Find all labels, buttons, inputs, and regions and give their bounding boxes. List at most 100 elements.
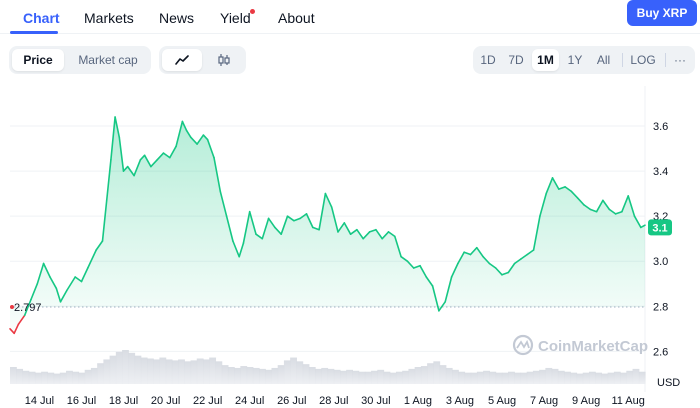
price-line-segment: [431, 285, 440, 312]
volume-bar: [196, 358, 204, 384]
x-tick-label: 1 Aug: [404, 395, 432, 407]
price-line-segment: [156, 152, 165, 161]
price-line-segment: [595, 199, 604, 213]
price-line-segment: [494, 267, 503, 276]
range-1d-button[interactable]: 1D: [480, 53, 496, 67]
volume-bar: [352, 370, 360, 384]
price-line-segment: [614, 210, 623, 215]
volume-bar: [59, 372, 67, 384]
price-line-segment: [13, 323, 20, 335]
price-line-segment: [425, 276, 434, 287]
price-line-segment: [576, 197, 585, 206]
volume-bar: [283, 360, 291, 384]
price-line-segment: [621, 195, 630, 213]
tab-about[interactable]: About: [278, 10, 315, 26]
price-line-segment: [23, 298, 32, 317]
volume-bar: [638, 371, 646, 384]
range-1y-button[interactable]: 1Y: [567, 53, 583, 67]
price-line-segment: [520, 253, 529, 260]
current-price-label: 3.1: [652, 222, 667, 234]
market-cap-toggle-button[interactable]: Market cap: [78, 53, 138, 67]
volume-bar: [346, 369, 354, 384]
volume-bar: [526, 371, 534, 384]
price-line-segment: [305, 213, 314, 229]
range-1m-button[interactable]: 1M: [532, 49, 559, 71]
volume-bar: [514, 372, 522, 384]
price-line-segment: [150, 159, 158, 168]
volume-bar: [327, 368, 335, 384]
coinmarketcap-logo-mark: [516, 339, 530, 349]
y-tick-label: 3.6: [653, 121, 668, 133]
price-line-segment: [507, 262, 516, 274]
range-all-button[interactable]: All: [596, 53, 611, 67]
price-line-segment: [133, 159, 142, 177]
price-line-segment: [368, 228, 377, 233]
price-line-segment: [122, 165, 129, 172]
volume-bar: [115, 351, 123, 384]
price-line-segment: [330, 206, 339, 233]
more-options-button[interactable]: ···: [674, 53, 686, 67]
price-line-segment: [589, 208, 598, 213]
volume-bar: [582, 372, 590, 384]
price-toggle-button[interactable]: Price: [12, 49, 64, 71]
price-line-segment: [185, 129, 192, 139]
price-line-segment: [381, 231, 390, 240]
price-line-segment: [225, 215, 234, 242]
volume-bar: [302, 364, 310, 384]
price-chart[interactable]: CoinMarketCap 3.6 3.4 3.2 3.0 2.8 2.6 14 Jul 16…: [0, 86, 700, 408]
active-tab-indicator: [10, 31, 58, 34]
price-line-segment: [608, 208, 617, 215]
price-line-segment: [627, 195, 636, 217]
price-line-segment: [570, 190, 579, 199]
volume-bar: [321, 367, 329, 384]
volume-bar: [22, 370, 30, 384]
price-line-segment: [36, 262, 45, 285]
volume-bar: [607, 372, 615, 384]
buy-xrp-button[interactable]: Buy XRP: [627, 0, 697, 26]
volume-bar: [171, 360, 179, 384]
line-chart-button[interactable]: [162, 49, 202, 71]
log-scale-button[interactable]: LOG: [630, 53, 656, 67]
tab-yield[interactable]: Yield: [220, 10, 251, 26]
candlestick-icon: [218, 54, 230, 66]
volume-bar: [620, 372, 627, 384]
volume-bar: [339, 370, 347, 384]
tab-chart[interactable]: Chart: [23, 10, 60, 26]
volume-bar: [290, 357, 297, 384]
price-line-segment: [261, 217, 270, 240]
price-line-segment: [74, 276, 83, 283]
volume-bar: [476, 371, 484, 384]
price-line-segment: [274, 226, 283, 235]
volume-bar: [408, 368, 416, 384]
volume-bar: [458, 371, 466, 384]
price-line-segment: [393, 235, 402, 258]
price-line-segment: [318, 192, 327, 231]
volume-bar: [420, 366, 428, 384]
range-7d-button[interactable]: 7D: [508, 53, 524, 67]
price-line-segment: [513, 258, 522, 265]
volume-bar: [377, 369, 385, 384]
price-line-segment: [242, 210, 251, 244]
price-line-segment: [450, 262, 459, 278]
price-line-segment: [232, 240, 240, 258]
price-line-segment: [80, 267, 89, 283]
volume-bar: [66, 370, 73, 384]
start-price-marker: [10, 304, 14, 309]
x-tick-label: 18 Jul: [109, 395, 138, 407]
tab-news[interactable]: News: [159, 10, 195, 26]
volume-bar: [47, 372, 55, 384]
price-line-segment: [126, 165, 135, 177]
tab-markets[interactable]: Markets: [84, 10, 134, 26]
price-line-segment: [324, 192, 333, 208]
x-tick-label: 9 Aug: [572, 395, 600, 407]
volume-bar: [97, 363, 104, 384]
metric-toggle: Price Market cap: [9, 46, 151, 74]
volume-bar: [414, 367, 422, 384]
candlestick-button[interactable]: [204, 49, 244, 71]
price-line-segment: [387, 231, 396, 238]
price-chart-svg[interactable]: CoinMarketCap 3.63.43.23.02.82.614 Jul 16…: [0, 86, 700, 408]
volume-bar: [570, 372, 578, 384]
volume-bar: [464, 372, 472, 384]
volume-bar: [296, 361, 304, 384]
volume-bar: [551, 368, 559, 384]
